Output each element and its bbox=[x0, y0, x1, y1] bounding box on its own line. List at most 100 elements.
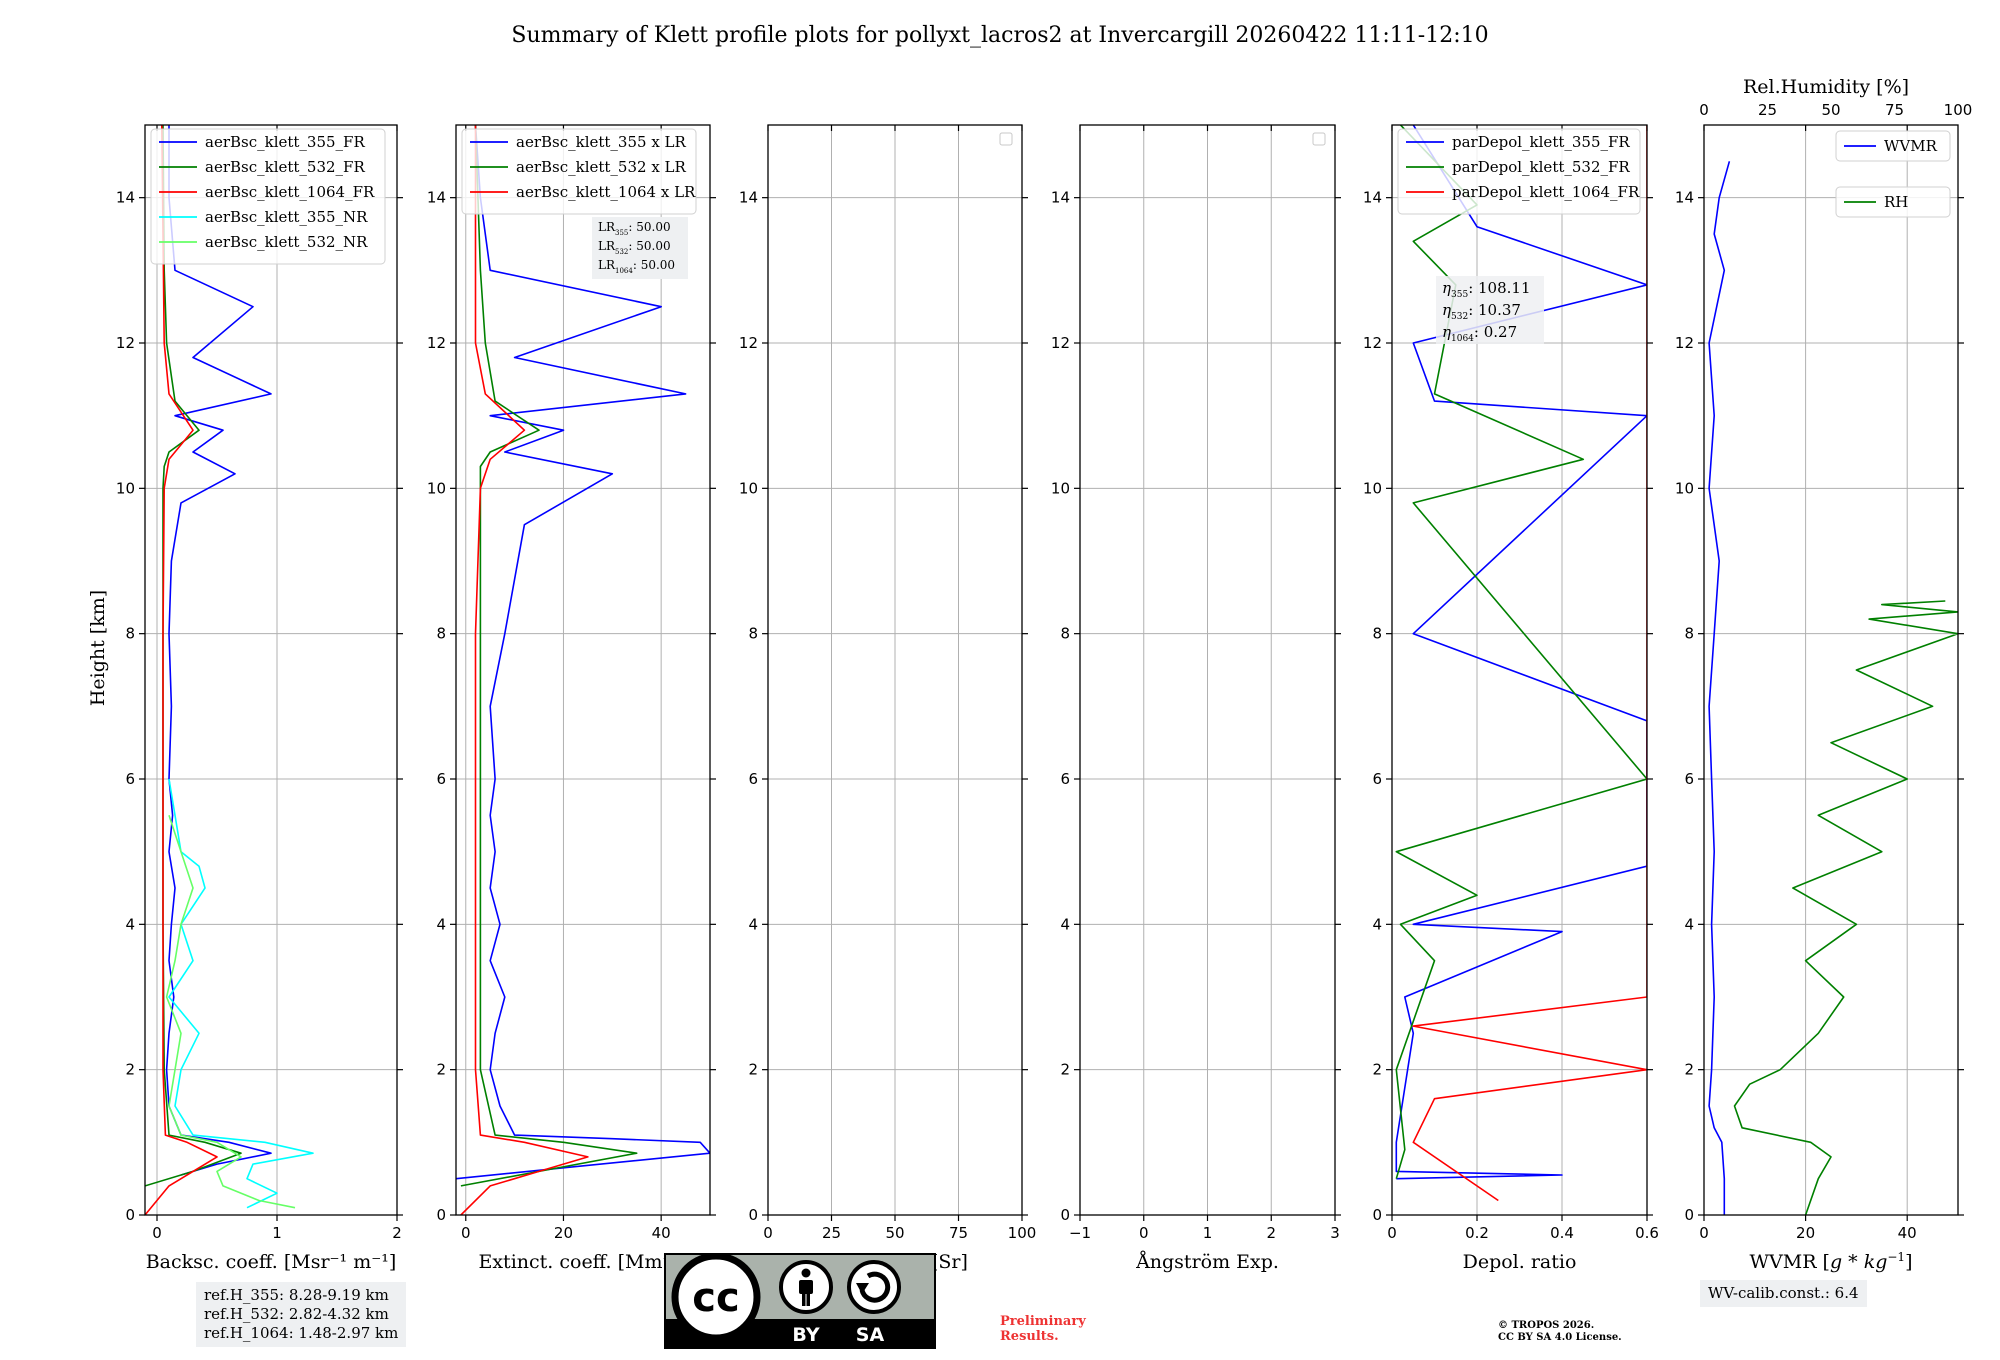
axes-frame bbox=[144, 124, 398, 1216]
x-tick-label: 0.4 bbox=[1550, 1224, 1574, 1242]
y-tick-label: 2 bbox=[1060, 1061, 1070, 1079]
series-line-aerBsc_klett_1064_FR bbox=[145, 125, 218, 1215]
legend-label: RH bbox=[1884, 193, 1908, 211]
lr-annotation-box bbox=[592, 217, 688, 279]
legend-label: parDepol_klett_355_FR bbox=[1452, 133, 1630, 151]
y-tick-label: 10 bbox=[1675, 479, 1694, 497]
x-tick-label: 0 bbox=[461, 1224, 471, 1242]
cc-mark: cc bbox=[692, 1275, 739, 1321]
x-axis-label: Extinct. coeff. [Mm⁻¹] bbox=[478, 1251, 687, 1273]
eta-annotation-line: η355: 108.11 bbox=[1442, 279, 1531, 300]
x-tick-label: 0 bbox=[1139, 1224, 1149, 1242]
y-tick-label: 14 bbox=[739, 189, 758, 207]
legend: aerBsc_klett_355 x LR aerBsc_klett_532 x … bbox=[461, 128, 697, 215]
y-tick-label: 10 bbox=[116, 479, 135, 497]
eta-annotation-line: η532: 10.37 bbox=[1442, 301, 1521, 322]
legend-label: aerBsc_klett_1064 x LR bbox=[516, 183, 696, 201]
sa-label: SA bbox=[856, 1324, 885, 1346]
x-tick-label: 2 bbox=[1266, 1224, 1276, 1242]
legend: parDepol_klett_355_FR parDepol_klett_532_… bbox=[1397, 128, 1641, 215]
copyright-line-1: © TROPOS 2026. bbox=[1498, 1320, 1595, 1331]
y-tick-label: 6 bbox=[1060, 770, 1070, 788]
lr-annotation-line: LR355: 50.00 bbox=[598, 220, 671, 237]
empty-legend-box bbox=[999, 132, 1013, 146]
y-tick-label: 12 bbox=[739, 334, 758, 352]
legend: aerBsc_klett_355_FR aerBsc_klett_532_FRae… bbox=[150, 128, 386, 265]
legend-label: aerBsc_klett_532_NR bbox=[205, 233, 368, 251]
y-tick-label: 4 bbox=[1060, 915, 1070, 933]
y-tick-label: 14 bbox=[1051, 189, 1070, 207]
axes-frame bbox=[455, 124, 711, 1216]
x-tick-label: 2 bbox=[392, 1224, 402, 1242]
eta-annotation-line: η1064: 0.27 bbox=[1442, 323, 1517, 344]
x-axis-label: Backsc. coeff. [Msr⁻¹ m⁻¹] bbox=[146, 1251, 397, 1273]
ref-height-1064: ref.H_1064: 1.48-2.97 km bbox=[204, 1324, 399, 1342]
y-tick-label: 8 bbox=[1060, 625, 1070, 643]
panel-extinction: 0 20 40 0 2 4 6 8 10 12 14 Extinct. coeff. [Mm⁻¹] ae… bbox=[427, 124, 716, 1273]
series-line-aerBsc_klett_355 x LR bbox=[456, 125, 710, 1180]
x-axis-label: WVMR [g * kg−1] bbox=[1749, 1250, 1912, 1273]
axes-frame bbox=[1391, 124, 1648, 1216]
x-tick-label: 1 bbox=[1203, 1224, 1213, 1242]
y-tick-label: 8 bbox=[748, 625, 758, 643]
x-tick-label: −1 bbox=[1069, 1224, 1091, 1242]
share-alike-icon bbox=[847, 1260, 901, 1314]
y-tick-label: 8 bbox=[1684, 625, 1694, 643]
top-tick-label: 0 bbox=[1699, 101, 1709, 119]
wv-calib-const: WV-calib.const.: 6.4 bbox=[1708, 1284, 1859, 1302]
x-tick-label: 0 bbox=[1699, 1224, 1709, 1242]
y-tick-label: 0 bbox=[436, 1206, 446, 1224]
series-line-RH bbox=[1733, 600, 1958, 1215]
series-line-parDepol_klett_532_FR bbox=[1395, 125, 1647, 1179]
legend-label: aerBsc_klett_1064_FR bbox=[205, 183, 375, 201]
series-line-aerBsc_klett_532 x LR bbox=[460, 125, 638, 1187]
panel-wvmr: 0 20 40 0 2 4 6 8 10 12 14 WVMR [g * kg−1] 0 25 50 75 10… bbox=[1675, 76, 1972, 1273]
x-tick-label: 0 bbox=[1387, 1224, 1397, 1242]
series-group bbox=[145, 125, 314, 1215]
y-tick-label: 14 bbox=[1675, 189, 1694, 207]
cc-license-logo: cc BY SA bbox=[664, 1253, 936, 1349]
y-tick-label: 12 bbox=[427, 334, 446, 352]
x-tick-label: 1 bbox=[272, 1224, 282, 1242]
panel-lidar-ratio: 025507510002468101214Lidar ratio [Sr] bbox=[739, 124, 1037, 1273]
y-tick-label: 0 bbox=[1060, 1206, 1070, 1224]
y-tick-label: 6 bbox=[436, 770, 446, 788]
x-tick-label: 0.2 bbox=[1465, 1224, 1489, 1242]
series-line-parDepol_klett_1064_FR bbox=[1412, 125, 1647, 1202]
y-tick-label: 10 bbox=[1051, 479, 1070, 497]
lr-annotation-line: LR532: 50.00 bbox=[598, 239, 671, 256]
series-line-aerBsc_klett_355_FR bbox=[165, 125, 272, 1176]
x-tick-label: 40 bbox=[652, 1224, 671, 1242]
y-tick-label: 12 bbox=[1051, 334, 1070, 352]
panel-depol: 0 0.2 0.4 0.6 0 2 4 6 8 10 12 14 Depol. ratio parDepo… bbox=[1363, 124, 1659, 1273]
y-tick-label: 6 bbox=[1684, 770, 1694, 788]
top-tick-label: 100 bbox=[1944, 101, 1973, 119]
x-tick-label: 0 bbox=[763, 1224, 773, 1242]
legend-label: WVMR bbox=[1884, 137, 1938, 155]
figure-title: Summary of Klett profile plots for polly… bbox=[511, 23, 1488, 48]
y-tick-label: 2 bbox=[748, 1061, 758, 1079]
top-tick-label: 50 bbox=[1821, 101, 1840, 119]
series-line-aerBsc_klett_1064 x LR bbox=[460, 125, 589, 1215]
top-tick-label: 75 bbox=[1885, 101, 1904, 119]
top-tick-label: 25 bbox=[1758, 101, 1777, 119]
preliminary-line-2: Results. bbox=[1000, 1329, 1059, 1344]
legend-label: aerBsc_klett_355_FR bbox=[205, 133, 365, 151]
lr-annotation-line: LR1064: 50.00 bbox=[598, 258, 675, 275]
legend-label: parDepol_klett_1064_FR bbox=[1452, 183, 1640, 201]
y-tick-label: 2 bbox=[125, 1061, 135, 1079]
x-tick-label: 0 bbox=[152, 1224, 162, 1242]
legend-box bbox=[461, 128, 697, 215]
y-tick-label: 4 bbox=[125, 915, 135, 933]
x-tick-label: 40 bbox=[1898, 1224, 1917, 1242]
legend-box bbox=[1397, 128, 1641, 215]
empty-legend-box bbox=[1312, 132, 1326, 146]
y-tick-label: 14 bbox=[1363, 189, 1382, 207]
x-tick-label: 75 bbox=[949, 1224, 968, 1242]
x-tick-label: 50 bbox=[885, 1224, 904, 1242]
x-tick-label: 100 bbox=[1008, 1224, 1037, 1242]
x-tick-label: 20 bbox=[1796, 1224, 1815, 1242]
y-tick-label: 10 bbox=[739, 479, 758, 497]
y-tick-label: 12 bbox=[1363, 334, 1382, 352]
